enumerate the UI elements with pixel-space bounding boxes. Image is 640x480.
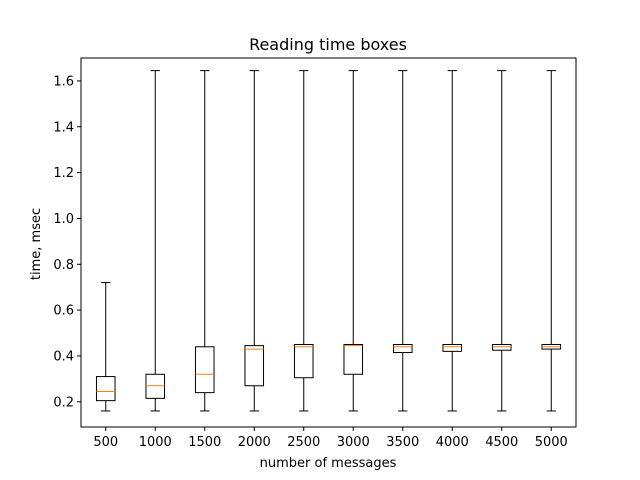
box-iqr [343,343,364,375]
box-iqr [293,343,314,379]
box-iqr [95,376,116,402]
y-tick-label: 1.2 [53,166,74,181]
x-tick-label: 4500 [485,435,518,450]
x-tick-label: 2000 [238,435,271,450]
box-iqr [442,343,463,352]
box-iqr [194,346,215,394]
y-tick-label: 0.8 [53,258,74,273]
y-tick-label: 1.0 [53,212,74,227]
box-iqr [392,343,413,354]
x-tick-label: 4000 [436,435,469,450]
y-tick-label: 0.6 [53,304,74,319]
y-tick-label: 0.2 [53,395,74,410]
x-tick-label: 1000 [139,435,172,450]
y-tick-label: 0.4 [53,349,74,364]
x-tick-label: 3500 [386,435,419,450]
box-iqr [145,373,166,399]
x-tick-label: 3000 [337,435,370,450]
chart-title: Reading time boxes [249,35,407,54]
y-tick-label: 1.4 [53,120,74,135]
plot-frame [80,57,577,428]
x-axis-label: number of messages [260,456,397,471]
y-tick-label: 1.6 [53,74,74,89]
x-tick-label: 5000 [535,435,568,450]
plot-area: 0.2 0.4 0.6 0.8 1.0 1.2 1.4 1.6 500 1000 1500 2000 2… [53,57,577,450]
box-iqr [491,343,512,351]
x-tick-label: 2500 [287,435,320,450]
y-axis-label: time, msec [29,208,44,280]
box-iqr [244,345,265,387]
x-tick-label: 500 [93,435,118,450]
x-tick-label: 1500 [188,435,221,450]
